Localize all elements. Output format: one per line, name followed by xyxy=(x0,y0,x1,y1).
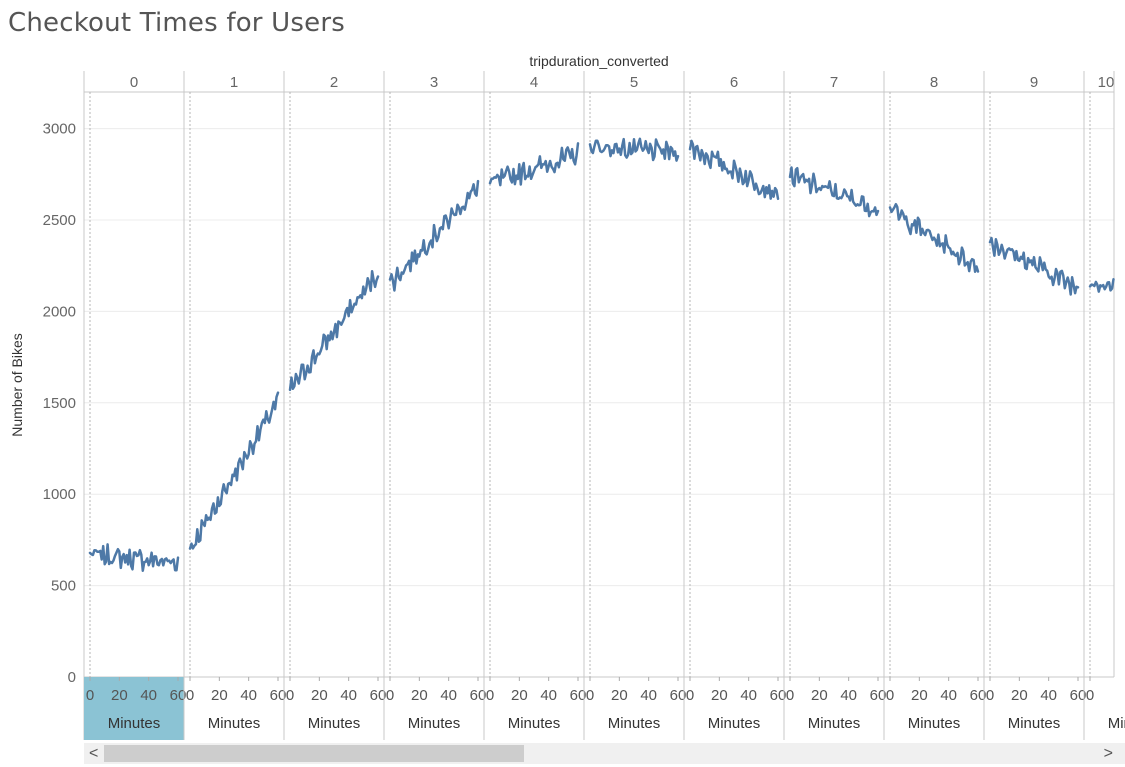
x-tick-label: 60 xyxy=(570,687,587,704)
x-tick-label: 40 xyxy=(740,687,757,704)
x-tick-label: 40 xyxy=(240,687,257,704)
series-line-panel-1[interactable] xyxy=(188,391,280,550)
x-tick-label: 0 xyxy=(886,687,894,704)
series-line-panel-8[interactable] xyxy=(888,202,980,273)
x-axis-label-minutes: Minutes xyxy=(208,715,261,732)
x-tick-label: 0 xyxy=(186,687,194,704)
x-tick-label: 20 xyxy=(911,687,928,704)
panel-header-label: 8 xyxy=(930,74,938,91)
x-tick-label: 20 xyxy=(711,687,728,704)
scroll-right-icon[interactable]: > xyxy=(1103,745,1113,762)
y-tick-label: 500 xyxy=(51,578,76,595)
x-tick-label: 20 xyxy=(511,687,528,704)
x-tick-label: 20 xyxy=(111,687,128,704)
x-tick-label: 60 xyxy=(770,687,787,704)
panel-header-label: 3 xyxy=(430,74,438,91)
series-line-panel-9[interactable] xyxy=(988,236,1080,296)
selected-panel-highlight[interactable] xyxy=(84,677,184,740)
series-line-panel-0[interactable] xyxy=(88,543,180,572)
x-axis-label-minutes: Minutes xyxy=(1008,715,1061,732)
x-tick-label: 0 xyxy=(686,687,694,704)
series-line-panel-3[interactable] xyxy=(388,179,480,292)
x-axis-label-minutes: Minutes xyxy=(508,715,561,732)
panel-header-label: 10 xyxy=(1098,74,1115,91)
x-tick-label: 40 xyxy=(140,687,157,704)
series-line-panel-6[interactable] xyxy=(688,139,780,201)
scroll-thumb[interactable] xyxy=(104,745,524,762)
series-line-panel-10[interactable] xyxy=(1088,278,1115,293)
column-header-title: tripduration_converted xyxy=(529,53,668,69)
x-axis-label-minutes: Minutes xyxy=(1108,715,1125,732)
x-tick-label: 60 xyxy=(970,687,987,704)
x-tick-label: 60 xyxy=(270,687,287,704)
series-line-panel-2[interactable] xyxy=(288,269,380,392)
x-tick-label: 60 xyxy=(1070,687,1087,704)
x-tick-label: 40 xyxy=(1040,687,1057,704)
x-tick-label: 20 xyxy=(1011,687,1028,704)
series-line-panel-4[interactable] xyxy=(488,142,580,187)
x-axis-label-minutes: Minutes xyxy=(308,715,361,732)
chart-title: Checkout Times for Users xyxy=(8,8,345,38)
x-tick-label: 20 xyxy=(811,687,828,704)
x-tick-label: 40 xyxy=(540,687,557,704)
panel-header-label: 4 xyxy=(530,74,538,91)
panel-header-label: 0 xyxy=(130,74,138,91)
series-line-panel-5[interactable] xyxy=(588,137,680,162)
y-tick-label: 2500 xyxy=(43,212,76,229)
x-tick-label: 0 xyxy=(386,687,394,704)
panel-header-label: 9 xyxy=(1030,74,1038,91)
x-tick-label: 40 xyxy=(840,687,857,704)
x-axis-label-minutes: Minutes xyxy=(608,715,661,732)
x-tick-label: 60 xyxy=(470,687,487,704)
x-tick-label: 60 xyxy=(870,687,887,704)
y-tick-label: 1000 xyxy=(43,486,76,503)
x-axis-label-minutes: Minutes xyxy=(408,715,461,732)
x-tick-label: 20 xyxy=(411,687,428,704)
x-tick-label: 40 xyxy=(640,687,657,704)
y-axis-label: Number of Bikes xyxy=(9,333,25,436)
x-tick-label: 0 xyxy=(1086,687,1094,704)
x-tick-label: 0 xyxy=(86,687,94,704)
x-tick-label: 60 xyxy=(170,687,187,704)
x-tick-label: 0 xyxy=(986,687,994,704)
x-tick-label: 0 xyxy=(486,687,494,704)
x-axis-label-minutes: Minutes xyxy=(708,715,761,732)
panel-header-label: 6 xyxy=(730,74,738,91)
x-tick-label: 20 xyxy=(611,687,628,704)
y-tick-label: 2000 xyxy=(43,303,76,320)
x-tick-label: 0 xyxy=(586,687,594,704)
x-axis-label-minutes: Minutes xyxy=(808,715,861,732)
x-tick-label: 40 xyxy=(440,687,457,704)
x-tick-label: 20 xyxy=(311,687,328,704)
y-tick-label: 0 xyxy=(68,669,76,686)
x-tick-label: 20 xyxy=(211,687,228,704)
panel-header-label: 7 xyxy=(830,74,838,91)
x-tick-label: 0 xyxy=(286,687,294,704)
panel-header-label: 1 xyxy=(230,74,238,91)
x-tick-label: 60 xyxy=(670,687,687,704)
x-tick-label: 40 xyxy=(340,687,357,704)
scroll-left-icon[interactable]: < xyxy=(89,745,99,762)
x-axis-label-minutes: Minutes xyxy=(108,715,161,732)
x-axis-label-minutes: Minutes xyxy=(908,715,961,732)
y-tick-label: 1500 xyxy=(43,395,76,412)
x-tick-label: 0 xyxy=(786,687,794,704)
series-line-panel-7[interactable] xyxy=(788,166,880,218)
x-tick-label: 60 xyxy=(370,687,387,704)
horizontal-scrollbar[interactable]: < > xyxy=(84,743,1125,764)
y-tick-label: 3000 xyxy=(43,121,76,138)
panel-header-label: 5 xyxy=(630,74,638,91)
panel-header-label: 2 xyxy=(330,74,338,91)
x-tick-label: 40 xyxy=(940,687,957,704)
